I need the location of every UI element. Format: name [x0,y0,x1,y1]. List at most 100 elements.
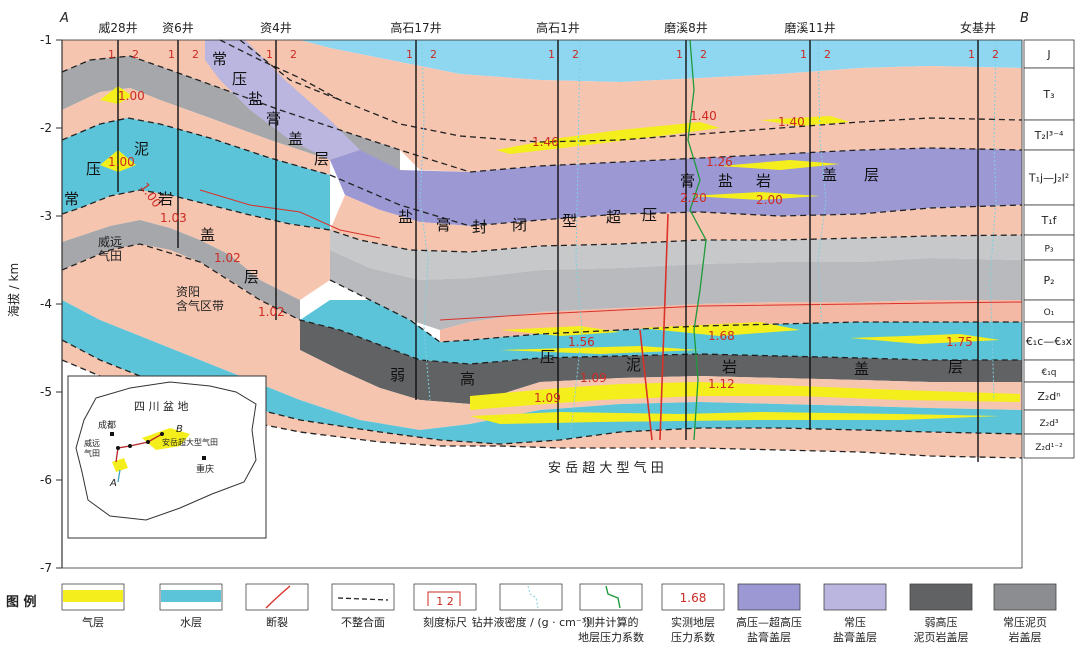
legend-measured-sample: 1.68 [680,591,707,605]
inset-a: A [109,478,117,489]
scale-tick-label: 1 [968,48,975,61]
legend-swatch [331,583,395,611]
cap-char: 层 [948,358,963,376]
strata-cell [1023,409,1075,435]
legend-label: 常压泥页岩盖层 [1003,616,1047,644]
unconformity-line [329,279,1022,343]
cap-char: 泥 [626,356,641,374]
scale-tick-label: 1 [168,48,175,61]
cap-char: 盖 [822,166,837,184]
strata-label: Z₂d¹⁻² [1035,443,1063,453]
layer-arch-salmon2 [62,88,330,175]
pressure-value: 2.00 [756,193,783,207]
y-tick-label: -4 [40,297,52,311]
cap-char: 层 [244,268,259,286]
layer-p3 [330,230,1022,280]
cap-char: 层 [314,150,329,168]
legend-label: 实测地层压力系数 [671,615,715,644]
cap-char: 盐 [718,172,733,190]
cap-char: 弱 [390,366,405,384]
pressure-value: 1.68 [708,329,735,343]
layer-salt-np [205,40,360,160]
density-log [989,39,997,401]
unconformity-line [61,359,1023,459]
fault-line [639,329,653,441]
legend-scale-bracket [427,591,461,606]
strata-cell [1023,119,1075,151]
legend-swatch [993,583,1057,611]
y-axis-ticks: -1 -2 -3 -4 -5 -6 -7 [40,33,62,575]
cap-labels: 常 压 泥 岩 盖 层 常 压 盐 膏 盖 层 盐 膏 封 闭 型 超 压 膏 … [64,50,963,388]
legend-fault-line [265,585,291,609]
unconformity-line [61,189,1023,253]
layer-t2l [400,118,1022,172]
well-name: 威28井 [98,21,137,35]
strata-layers [62,40,1022,458]
gas-lens [690,192,820,200]
well-name: 资4井 [260,21,292,35]
wells [117,40,979,462]
gas-lens [640,322,800,336]
cap-char: 压 [642,206,657,224]
inset-b: B [176,424,183,435]
gas-lens [500,346,700,354]
scale-tick-label: 2 [430,48,437,61]
pressure-value: 1.09 [580,371,607,385]
cap-char: 闭 [512,216,527,234]
legend: 图 例 气层 水层 断裂 不整合面 1 2 刻度标尺 钻井液密度 / (g · cm⁻³)测… [6,583,1057,644]
pressure-log [687,39,707,441]
legend-item-shale_np: 常压泥页岩盖层 [993,583,1057,644]
cap-char: 泥 [134,140,149,158]
pressure-values: 1.00 1.00 1.00 1.03 1.02 1.02 1.46 1.40 … [108,89,973,405]
strata-label: T₂l³⁻⁴ [1034,129,1064,142]
strata-label: €₁c—€₃x [1026,335,1073,348]
cap-char: 压 [232,70,247,88]
pressure-value: 1.00 [108,155,135,169]
strata-label: J [1046,48,1050,61]
legend-label: 测井计算的地层压力系数 [578,615,644,644]
density-log [817,39,827,331]
legend-unconf-line [337,597,389,601]
scale-tick-label: 2 [572,48,579,61]
strata-label: Z₂d³ [1039,419,1058,429]
y-tick-label: -2 [40,121,52,135]
legend-label: 不整合面 [341,615,385,629]
well-dot [146,440,150,444]
strata-label: T₁j—J₂l² [1028,172,1069,185]
density-log [569,39,583,441]
cap-char: 超 [606,208,621,226]
y-tick-label: -6 [40,473,52,487]
gas-lens [760,116,850,126]
legend-label: 断裂 [266,615,288,629]
strata-cell [1023,321,1075,361]
strata-label: T₃ [1042,88,1054,101]
legend-swatch [413,583,477,611]
red-horizon [439,301,1023,321]
gas-lens [470,382,1020,410]
cap-char: 压 [540,348,555,366]
cap-char: 膏 [680,172,695,190]
cap-char: 盐 [398,208,413,226]
scale-tick-label: 1 [676,48,683,61]
pressure-value: 1.09 [534,391,561,405]
layer-z2d3 [62,300,1022,444]
cap-char: 膏 [266,110,281,128]
legend-label: 常压盐膏盖层 [833,616,877,644]
y-axis-title: 海拔 / km [6,263,21,317]
gas-lens [470,412,1000,424]
scale-tick-label: 2 [290,48,297,61]
well-logs [419,39,997,441]
pressure-value: 1.26 [706,155,733,169]
scale-ticks: 1 2 1 2 1 2 1 2 1 2 1 2 1 2 1 2 [108,48,999,61]
legend-label: 钻井液密度 / (g · cm⁻³) [472,615,591,629]
gas-lens [496,122,720,154]
red-horizon [199,189,381,239]
legend-swatch [823,583,887,611]
pressure-value: 1.46 [532,135,559,149]
legend-swatch [499,583,563,611]
layer-arch-water [62,118,330,230]
legend-water-fill [161,590,221,602]
scale-tick-label: 1 [108,48,115,61]
cap-char: 盖 [854,360,869,378]
